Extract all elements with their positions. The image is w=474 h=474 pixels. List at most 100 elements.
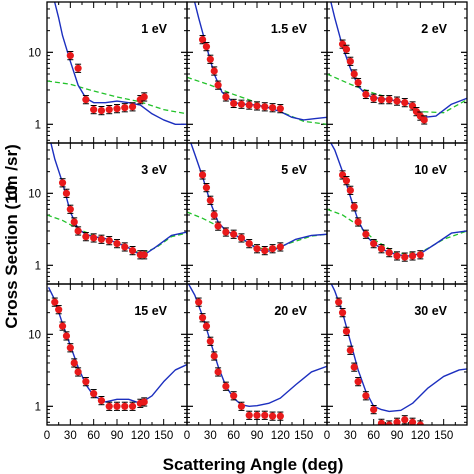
x-tick-label: 120 [411,430,430,442]
solid-theory-curve [47,286,187,405]
panel-energy-label: 10 eV [414,163,447,177]
data-point [210,67,218,75]
data-point [70,218,78,226]
data-point [222,382,230,390]
data-point [128,247,137,255]
data-point [408,418,417,425]
data-point [206,196,214,204]
panel-10-eV: 10 eV [326,142,468,285]
data-point [74,368,82,376]
data-point [354,78,362,87]
data-point [362,230,370,238]
data-point [113,240,121,248]
data-point [121,402,129,410]
data-point [230,99,238,108]
x-tick-label: 90 [251,430,264,442]
data-point [82,233,90,241]
data-point [70,359,78,367]
data-point [237,100,246,108]
data-point [346,346,354,354]
data-point [82,96,90,104]
data-point [214,368,222,376]
dashed-theory-curve [47,80,187,115]
data-point [140,93,148,101]
data-point [253,245,261,253]
data-point [58,179,67,187]
data-point [97,235,106,243]
data-point [377,96,386,104]
data-point [214,222,222,230]
data-point [237,402,246,410]
data-point [338,309,347,317]
data-point [393,97,401,105]
data-point [62,332,71,340]
data-point [97,397,106,405]
data-point [408,252,417,260]
data-point [90,234,98,242]
data-point [121,243,129,251]
data-point [416,421,424,425]
data-point [82,378,90,386]
data-point [393,252,401,260]
y-tick-label: 10 [28,188,41,200]
data-point [58,322,67,330]
data-point [121,104,129,112]
data-point [202,43,211,51]
data-point [370,94,378,102]
x-tick-label: 120 [271,430,290,442]
panel-energy-label: 30 eV [414,304,447,318]
y-axis-unit: cm /sr) [2,144,21,200]
data-point [90,106,98,114]
dashed-theory-curve [187,211,327,251]
data-point [268,245,277,253]
panel-energy-label: 2 eV [421,22,447,36]
y-tick-label: 1 [35,401,41,413]
x-tick-label: 150 [154,430,173,442]
data-point [74,64,82,72]
x-axis-title: Scattering Angle (deg) [163,455,344,474]
panel-energy-label: 20 eV [274,304,307,318]
dashed-theory-curve [327,73,467,114]
data-point [342,45,351,53]
data-point [401,99,409,107]
panel-energy-label: 1 eV [141,22,167,36]
solid-theory-curve [53,2,187,126]
dashed-theory-curve [187,76,327,125]
panel-frame [326,283,468,426]
data-point [268,412,277,420]
data-point [51,298,59,306]
data-point [214,81,222,89]
data-point [393,418,401,425]
data-point [276,243,284,251]
solid-theory-curve [50,143,187,256]
data-point [66,205,74,213]
data-point [335,298,343,306]
data-point [206,337,214,345]
data-point [198,171,207,179]
data-point [253,102,261,110]
panel-2-eV: 2 eV [326,1,468,144]
data-point [62,189,71,197]
data-point [105,402,113,410]
data-point [350,363,358,371]
y-tick-label: 1 [35,119,41,131]
data-point [420,116,428,124]
data-point [370,240,378,248]
data-point [416,251,424,259]
data-point [230,392,238,400]
data-point [342,177,351,185]
data-point [401,253,409,261]
dashed-theory-curve [327,208,467,255]
x-tick-label: 30 [64,430,77,442]
data-point [276,105,284,113]
data-point [202,184,211,192]
data-point [198,314,207,322]
data-point [237,234,246,242]
data-point [354,218,362,226]
y-axis-title: Cross Section (10 [2,185,21,329]
panel-1-5-eV: 1.5 eV [186,1,328,144]
x-tick-label: 0 [44,430,50,442]
x-tick-label: 30 [344,430,357,442]
data-point [222,93,230,101]
